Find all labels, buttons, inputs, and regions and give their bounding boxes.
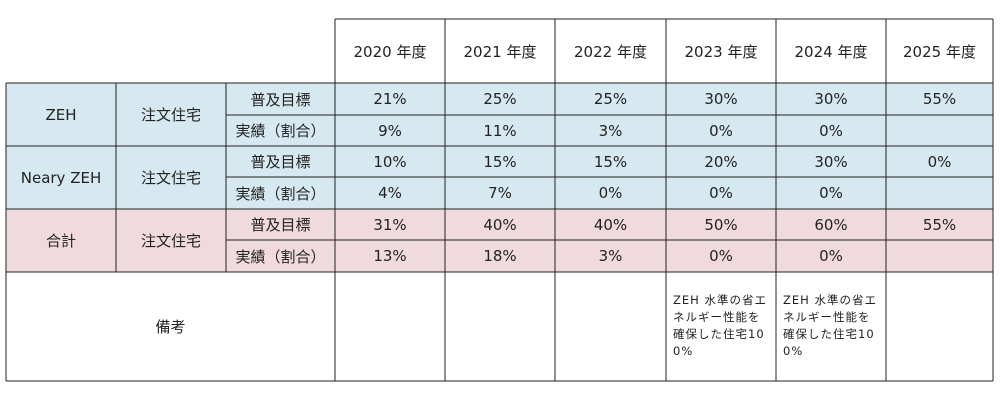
value-cell [886, 115, 993, 146]
value-cell: 4% [378, 184, 402, 202]
value-cell: 30% [704, 90, 738, 108]
value-cell [886, 240, 993, 272]
year-header: 2021 年度 [463, 42, 537, 61]
value-cell: 9% [378, 121, 402, 140]
value-cell: 11% [483, 121, 517, 140]
value-cell: 30% [814, 90, 848, 108]
year-header: 2025 年度 [903, 42, 976, 61]
row-label: 実績（割合） [235, 184, 326, 203]
value-cell: 0% [709, 247, 733, 265]
value-cell: 3% [598, 247, 623, 265]
value-cell: 50% [704, 215, 738, 234]
value-cell: 25% [593, 90, 628, 108]
value-cell: 55% [922, 90, 957, 108]
row-label: 実績（割合） [235, 247, 326, 266]
value-cell: 40% [483, 215, 517, 234]
value-cell: 20% [704, 152, 738, 171]
remark-note: ZEH 水準の省エネルギー性能を確保した住宅100% [673, 293, 767, 358]
value-cell: 55% [922, 215, 957, 234]
value-cell: 15% [483, 152, 517, 171]
housing-type: 注文住宅 [140, 169, 201, 187]
value-cell: 0% [709, 121, 733, 140]
row-label: 実績（割合） [235, 122, 326, 140]
value-cell: 0% [819, 247, 843, 265]
value-cell: 0% [819, 121, 843, 140]
value-cell: 0% [819, 184, 843, 202]
year-header: 2020 年度 [353, 42, 427, 61]
value-cell: 13% [373, 247, 407, 265]
row-label: 普及目標 [250, 153, 311, 171]
remark-note: ZEH 水準の省エネルギー性能を確保した住宅100% [783, 293, 877, 358]
group-name: 合計 [45, 232, 76, 250]
value-cell: 0% [598, 184, 623, 202]
year-header: 2022 年度 [574, 42, 647, 61]
value-cell: 10% [373, 152, 407, 171]
housing-type: 注文住宅 [140, 106, 201, 124]
value-cell: 0% [709, 184, 733, 202]
value-cell [886, 177, 993, 209]
group-name: Neary ZEH [20, 168, 102, 187]
value-cell: 18% [483, 247, 517, 265]
value-cell: 15% [593, 152, 628, 171]
value-cell: 0% [927, 152, 952, 171]
row-label: 普及目標 [250, 90, 311, 109]
group-name: ZEH [45, 105, 77, 124]
value-cell: 21% [373, 90, 407, 108]
remarks-label: 備考 [155, 318, 186, 336]
value-cell: 30% [814, 152, 848, 171]
value-cell: 60% [814, 215, 848, 234]
value-cell: 25% [483, 90, 517, 108]
value-cell: 3% [598, 121, 623, 140]
value-cell: 40% [593, 215, 628, 234]
year-header: 2023 年度 [684, 42, 758, 61]
value-cell: 7% [488, 184, 512, 202]
year-header: 2024 年度 [794, 42, 868, 61]
housing-type: 注文住宅 [140, 232, 201, 250]
row-label: 普及目標 [250, 216, 311, 234]
value-cell: 31% [373, 215, 407, 234]
